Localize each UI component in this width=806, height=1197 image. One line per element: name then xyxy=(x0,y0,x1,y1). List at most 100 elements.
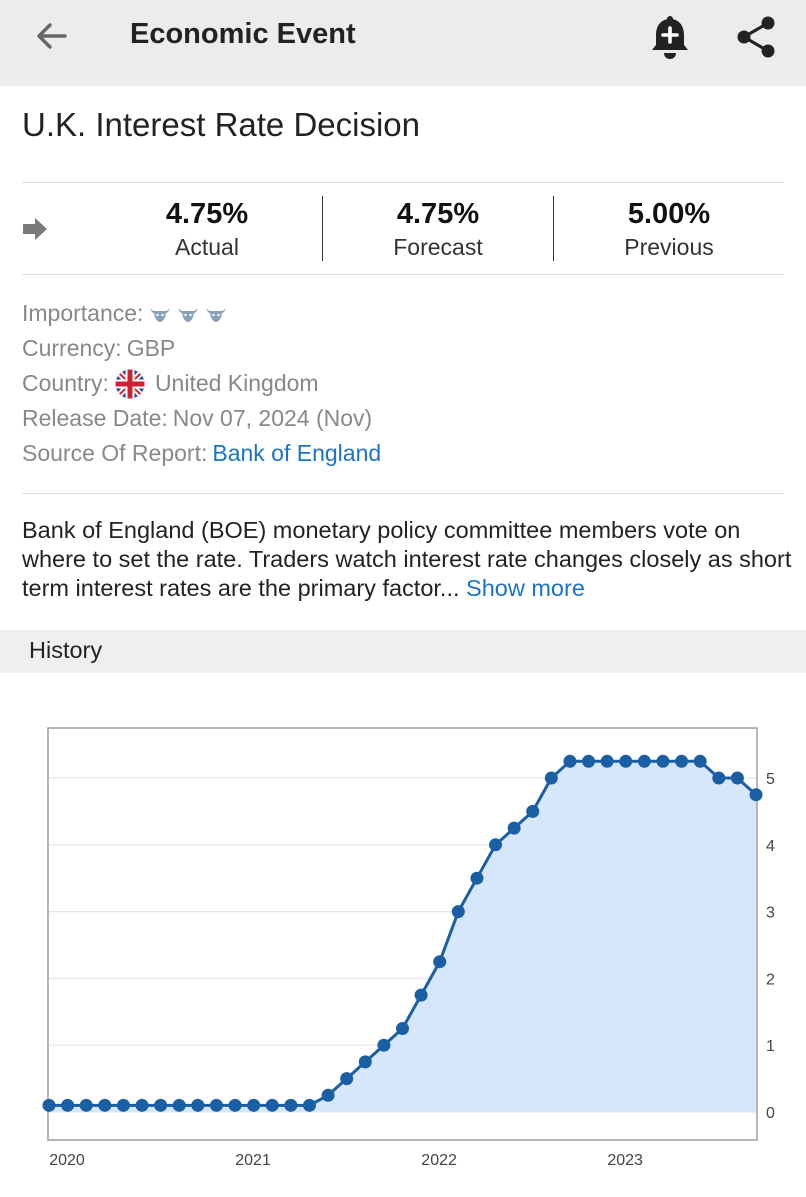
source-label: Source Of Report: xyxy=(22,440,208,466)
bull-icon xyxy=(206,306,227,322)
column-separator xyxy=(553,196,554,261)
data-point xyxy=(79,1098,93,1112)
event-description: Bank of England (BOE) monetary policy co… xyxy=(22,516,797,603)
y-tick-label: 1 xyxy=(766,1038,775,1055)
bull-icon xyxy=(178,306,199,322)
data-point xyxy=(321,1088,335,1102)
data-point xyxy=(730,771,744,785)
data-point xyxy=(526,804,540,818)
data-point xyxy=(712,771,726,785)
previous-column: 5.00% Previous xyxy=(554,183,784,274)
data-point xyxy=(340,1072,354,1086)
forecast-column: 4.75% Forecast xyxy=(323,183,553,274)
data-point xyxy=(302,1098,316,1112)
screen-title: Economic Event xyxy=(130,18,356,50)
divider xyxy=(22,493,784,494)
data-point xyxy=(433,955,447,969)
data-point xyxy=(749,788,763,802)
data-point xyxy=(228,1098,242,1112)
data-point xyxy=(637,754,651,768)
actual-label: Actual xyxy=(175,234,239,260)
currency-row: Currency: GBP xyxy=(22,331,381,366)
y-tick-label: 0 xyxy=(766,1105,775,1122)
data-point xyxy=(135,1098,149,1112)
data-point xyxy=(154,1098,168,1112)
y-tick-label: 4 xyxy=(766,838,775,855)
event-title: U.K. Interest Rate Decision xyxy=(22,106,420,143)
right-arrow-icon xyxy=(23,218,47,240)
x-tick-label: 2023 xyxy=(607,1152,643,1169)
history-label: History xyxy=(29,637,103,663)
data-point xyxy=(451,905,465,919)
release-date-row: Release Date: Nov 07, 2024 (Nov) xyxy=(22,401,381,436)
show-more-link[interactable]: Show more xyxy=(466,575,585,601)
event-details: Importance: Currency: GBP Country: Unite… xyxy=(22,296,381,471)
column-separator xyxy=(322,196,323,261)
history-section-header: History xyxy=(0,630,806,673)
data-point xyxy=(582,754,596,768)
country-row: Country: United Kingdom xyxy=(22,366,381,401)
data-point xyxy=(247,1098,261,1112)
data-point xyxy=(42,1098,56,1112)
bell-plus-icon xyxy=(652,16,688,59)
history-chart[interactable]: 0 1 2 3 4 5 2020 2021 2022 2023 xyxy=(0,700,806,1197)
actual-column: 4.75% Actual xyxy=(92,183,322,274)
data-point xyxy=(563,754,577,768)
data-point xyxy=(377,1038,391,1052)
data-point xyxy=(489,838,503,852)
data-point xyxy=(61,1098,75,1112)
country-label: Country: xyxy=(22,370,109,396)
data-point xyxy=(209,1098,223,1112)
data-point xyxy=(675,754,689,768)
y-tick-label: 5 xyxy=(766,771,775,788)
data-point xyxy=(284,1098,298,1112)
x-tick-label: 2022 xyxy=(421,1152,457,1169)
currency-label: Currency: xyxy=(22,335,122,361)
values-row: 4.75% Actual 4.75% Forecast 5.00% Previo… xyxy=(22,183,784,274)
data-point xyxy=(396,1022,409,1035)
data-point xyxy=(693,754,707,768)
data-point xyxy=(470,871,484,885)
data-point xyxy=(544,771,558,785)
currency-value: GBP xyxy=(126,335,176,361)
actual-value: 4.75% xyxy=(165,198,249,230)
data-point xyxy=(98,1098,112,1112)
series-area xyxy=(49,761,756,1112)
share-button[interactable] xyxy=(728,10,784,64)
data-point xyxy=(619,754,633,768)
importance-row: Importance: xyxy=(22,296,381,331)
bull-icon xyxy=(150,306,171,322)
source-row: Source Of Report: Bank of England xyxy=(22,436,381,471)
y-tick-label: 2 xyxy=(766,971,775,988)
share-icon xyxy=(737,16,775,58)
back-arrow-icon xyxy=(37,23,67,49)
uk-flag-icon xyxy=(115,369,145,398)
previous-label: Previous xyxy=(624,234,714,260)
add-alert-button[interactable] xyxy=(644,10,696,64)
data-point xyxy=(358,1055,372,1069)
divider xyxy=(22,182,784,183)
data-point xyxy=(116,1098,130,1112)
description-text: Bank of England (BOE) monetary policy co… xyxy=(22,517,792,601)
source-link[interactable]: Bank of England xyxy=(212,440,382,466)
back-button[interactable] xyxy=(26,14,78,58)
release-date-value: Nov 07, 2024 (Nov) xyxy=(172,405,373,431)
forecast-value: 4.75% xyxy=(396,198,480,230)
importance-rating xyxy=(149,305,227,323)
data-point xyxy=(656,754,670,768)
importance-label: Importance: xyxy=(22,300,144,326)
divider xyxy=(22,274,784,275)
top-app-bar: Economic Event xyxy=(0,0,806,86)
y-tick-label: 3 xyxy=(766,905,775,922)
data-point xyxy=(265,1098,279,1112)
previous-value: 5.00% xyxy=(627,198,711,230)
data-point xyxy=(414,988,428,1002)
data-point xyxy=(191,1098,205,1112)
forecast-label: Forecast xyxy=(393,234,483,260)
data-point xyxy=(600,754,614,768)
data-point xyxy=(507,821,521,835)
release-date-label: Release Date: xyxy=(22,405,168,431)
x-tick-label: 2021 xyxy=(235,1152,271,1169)
x-tick-label: 2020 xyxy=(49,1152,85,1169)
country-value: United Kingdom xyxy=(154,370,319,396)
